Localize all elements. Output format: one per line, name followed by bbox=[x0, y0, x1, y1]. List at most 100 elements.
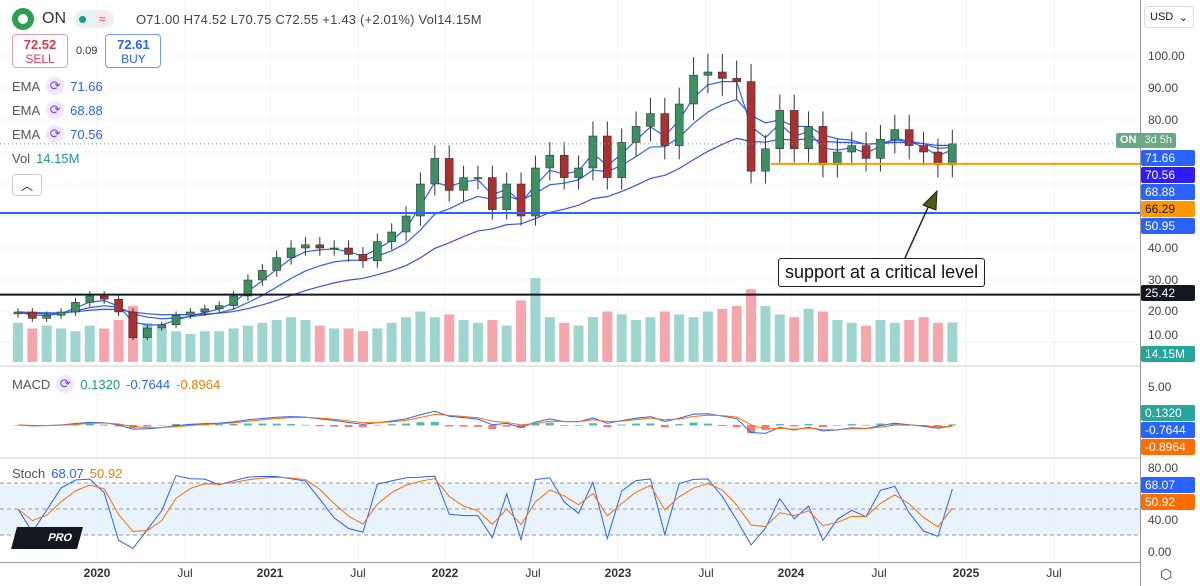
candle-body bbox=[646, 113, 655, 127]
candle-body bbox=[919, 145, 928, 153]
volume-bar bbox=[84, 325, 95, 362]
axis-price-badge: 66.29 bbox=[1141, 201, 1195, 217]
volume-bar bbox=[343, 328, 354, 362]
price-tick-label: 30.00 bbox=[1148, 273, 1179, 287]
volume-bar bbox=[616, 314, 627, 362]
time-tick-label: 2020 bbox=[83, 566, 111, 580]
volume-bar bbox=[803, 308, 814, 362]
volume-bar bbox=[947, 322, 958, 362]
candle-body bbox=[603, 135, 612, 178]
macd-histogram-bar bbox=[258, 423, 267, 426]
candle-body bbox=[789, 110, 799, 150]
candle-body bbox=[746, 81, 756, 172]
volume-bar bbox=[760, 306, 771, 362]
volume-bar bbox=[142, 322, 153, 362]
candle-body bbox=[272, 257, 281, 271]
macd-histogram-bar bbox=[617, 424, 626, 426]
candle-body bbox=[488, 177, 497, 210]
macd-histogram-bar bbox=[243, 423, 252, 426]
macd-histogram-bar bbox=[344, 425, 353, 428]
time-tick-label: Jul bbox=[525, 566, 541, 580]
volume-bar bbox=[832, 320, 843, 362]
axis-price-badge: 0.1320 bbox=[1141, 405, 1195, 421]
market-open-icon bbox=[78, 15, 86, 23]
stoch-legend[interactable]: Stoch 68.07 50.92 bbox=[12, 466, 123, 481]
candle-body bbox=[42, 314, 51, 319]
volume-bar bbox=[487, 320, 498, 362]
volume-bar bbox=[746, 289, 757, 362]
candle-body bbox=[689, 74, 698, 105]
candle-body bbox=[703, 71, 713, 76]
symbol-name[interactable]: ON bbox=[42, 10, 66, 27]
stoch-k-line bbox=[17, 474, 953, 550]
sell-button[interactable]: 72.52 SELL bbox=[12, 34, 68, 68]
macd-histogram-bar bbox=[172, 423, 181, 426]
macd-histogram-bar bbox=[948, 424, 957, 426]
volume-bar bbox=[415, 311, 426, 362]
market-status-pill[interactable]: ≈ bbox=[74, 10, 114, 28]
company-logo-icon bbox=[12, 8, 34, 30]
countdown-badge: ON 3d 5h bbox=[1116, 133, 1177, 148]
macd-histogram-bar bbox=[747, 425, 756, 434]
buy-button[interactable]: 72.61 BUY bbox=[105, 34, 162, 68]
candle-body bbox=[200, 308, 210, 313]
volume-bar bbox=[228, 328, 239, 362]
macd-histogram-bar bbox=[330, 425, 339, 427]
volume-bar bbox=[214, 331, 225, 362]
time-tick-label: Jul bbox=[350, 566, 366, 580]
settings-icon[interactable]: ⬡ bbox=[1160, 566, 1173, 582]
candle-body bbox=[473, 177, 483, 179]
axis-price-badge: 68.07 bbox=[1141, 477, 1195, 493]
axis-price-badge: 50.92 bbox=[1141, 494, 1195, 510]
ohlc-values: O71.00 H74.52 L70.75 C72.55 +1.43 (+2.01… bbox=[136, 11, 482, 27]
price-tick-label: 90.00 bbox=[1148, 81, 1179, 95]
candle-body bbox=[948, 143, 957, 166]
macd-histogram-bar bbox=[560, 425, 569, 426]
price-tick-label: 80.00 bbox=[1148, 113, 1179, 127]
volume-bar bbox=[904, 320, 915, 362]
volume-bar bbox=[688, 317, 699, 362]
time-axis[interactable] bbox=[0, 562, 1140, 586]
price-tick-label: 40.00 bbox=[1148, 241, 1179, 255]
candle-body bbox=[258, 270, 267, 281]
candle-body bbox=[818, 126, 828, 166]
volume-bar bbox=[631, 320, 642, 362]
macd-histogram-bar bbox=[675, 424, 684, 426]
candle-body bbox=[373, 241, 382, 262]
macd-histogram-bar bbox=[430, 421, 439, 426]
volume-bar bbox=[27, 328, 38, 362]
ema-legend-1[interactable]: EMA ⟳ 71.66 bbox=[12, 77, 103, 95]
macd-histogram-bar bbox=[718, 425, 727, 426]
volume-bar bbox=[99, 328, 110, 362]
currency-select[interactable]: USD ⌄ bbox=[1144, 6, 1194, 28]
volume-bar bbox=[156, 328, 167, 362]
candle-body bbox=[301, 244, 310, 249]
candle-body bbox=[876, 138, 885, 159]
volume-legend[interactable]: Vol 14.15M bbox=[12, 151, 80, 166]
axis-price-badge: 71.66 bbox=[1141, 150, 1195, 166]
volume-bar bbox=[501, 325, 512, 362]
macd-histogram-bar bbox=[358, 425, 367, 428]
candle-body bbox=[617, 142, 626, 178]
volume-bar bbox=[702, 311, 713, 362]
stoch-tick-label: 40.00 bbox=[1148, 513, 1179, 527]
volume-bar bbox=[602, 311, 613, 362]
volume-bar bbox=[257, 322, 268, 362]
macd-histogram-bar bbox=[473, 425, 482, 427]
macd-histogram-bar bbox=[114, 425, 123, 427]
macd-histogram-bar bbox=[818, 425, 827, 427]
volume-bar bbox=[789, 317, 800, 362]
stoch-d-line bbox=[17, 476, 953, 533]
macd-line bbox=[17, 410, 953, 434]
ema-legend-2[interactable]: EMA ⟳ 68.88 bbox=[12, 101, 103, 119]
volume-bar bbox=[817, 311, 828, 362]
chart-canvas[interactable] bbox=[0, 0, 1140, 562]
ema-legend-3[interactable]: EMA ⟳ 70.56 bbox=[12, 125, 103, 143]
volume-bar bbox=[918, 317, 929, 362]
macd-histogram-bar bbox=[100, 424, 109, 426]
volume-bar bbox=[645, 317, 656, 362]
collapse-legend-button[interactable]: ︿ bbox=[12, 174, 42, 196]
volume-bar bbox=[271, 320, 282, 362]
macd-legend[interactable]: MACD ⟳ 0.1320 -0.7644 -0.8964 bbox=[12, 375, 221, 393]
support-annotation[interactable]: support at a critical level bbox=[778, 258, 986, 287]
